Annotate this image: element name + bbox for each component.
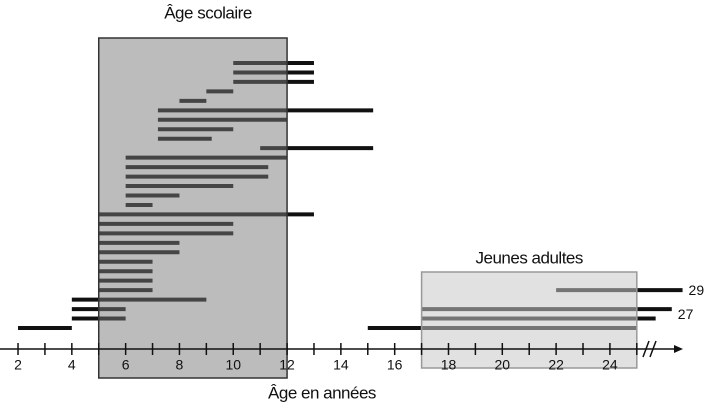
x-tick-label: 14 <box>333 357 349 373</box>
bar-end-label: 29 <box>689 282 705 298</box>
bar-end-label: 27 <box>678 306 694 322</box>
x-tick-label: 6 <box>122 357 130 373</box>
x-tick-label: 24 <box>602 357 618 373</box>
axis-arrow <box>674 345 683 353</box>
x-tick-label: 10 <box>225 357 241 373</box>
region-label: Jeunes adultes <box>476 248 583 267</box>
x-tick-label: 20 <box>495 357 511 373</box>
axis-break <box>642 340 657 358</box>
x-tick-label: 12 <box>279 357 295 373</box>
x-axis-label: Âge en années <box>268 383 376 402</box>
x-tick-label: 18 <box>441 357 457 373</box>
x-tick-label: 22 <box>548 357 564 373</box>
chart-title: Âge scolaire <box>164 3 252 22</box>
x-tick-label: 16 <box>387 357 403 373</box>
x-tick-label: 4 <box>68 357 76 373</box>
x-tick-label: 8 <box>176 357 184 373</box>
region <box>97 37 288 379</box>
x-tick-label: 2 <box>14 357 22 373</box>
